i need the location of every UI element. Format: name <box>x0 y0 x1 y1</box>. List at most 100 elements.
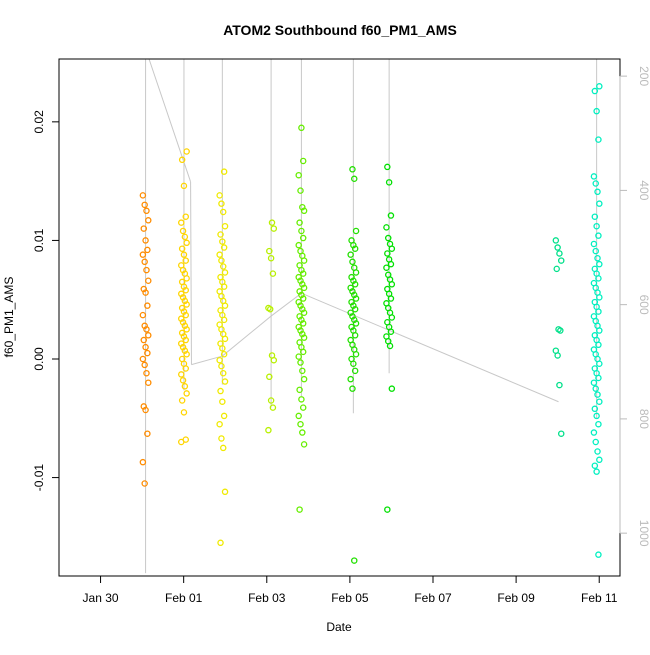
data-point <box>217 539 224 547</box>
data-point <box>595 420 602 428</box>
data-point <box>387 260 395 268</box>
data-point <box>595 308 602 315</box>
data-point <box>593 412 600 420</box>
data-point <box>554 244 561 251</box>
data-point <box>178 156 186 164</box>
data-point <box>296 219 303 226</box>
data-point <box>216 251 223 258</box>
data-point <box>143 266 150 274</box>
data-point <box>267 397 275 404</box>
data-point <box>299 270 307 277</box>
altitude-track-segment <box>191 355 223 366</box>
x-tick-label: Feb 05 <box>331 591 369 605</box>
data-point <box>266 305 274 313</box>
data-point <box>595 341 602 349</box>
y2-tick-label: 200 <box>637 66 650 86</box>
data-point <box>182 365 190 372</box>
data-point <box>295 241 302 249</box>
data-point <box>145 217 152 224</box>
data-point <box>298 227 305 235</box>
data-point <box>182 257 190 264</box>
data-point <box>592 438 599 446</box>
data-point <box>595 136 602 143</box>
data-point <box>144 302 151 309</box>
data-point <box>388 245 396 252</box>
axes: Jan 30 Feb 01 Feb 03 Feb 05 Feb 07 Feb 09 Feb … <box>32 58 650 605</box>
data-point <box>183 275 190 282</box>
data-point <box>144 349 151 357</box>
data-point <box>266 247 273 255</box>
data-point <box>350 360 357 367</box>
data-point <box>384 163 391 171</box>
data-point <box>387 328 395 335</box>
data-point <box>220 351 228 358</box>
y2-tick-label: 1000 <box>637 520 650 547</box>
data-point <box>139 355 147 363</box>
data-point <box>183 390 190 397</box>
data-point <box>596 260 603 268</box>
data-point <box>383 264 390 271</box>
data-point <box>269 404 277 411</box>
data-point <box>183 351 190 358</box>
data-point <box>216 192 223 199</box>
data-point <box>143 207 150 215</box>
data-point <box>183 148 190 155</box>
data-point <box>593 468 600 475</box>
data-point <box>216 356 223 364</box>
data-point <box>300 309 308 317</box>
data-point <box>219 208 227 216</box>
y2-tick-label: 600 <box>637 295 650 315</box>
data-point <box>592 385 599 392</box>
data-point <box>144 430 151 437</box>
data-point <box>266 373 273 381</box>
data-point <box>183 239 190 247</box>
data-point <box>179 227 187 235</box>
data-point <box>349 166 356 173</box>
data-point <box>296 506 303 513</box>
data-point <box>145 332 152 339</box>
data-point <box>139 311 147 319</box>
data-point <box>179 377 187 384</box>
data-point <box>594 254 601 262</box>
altitude-track-segment <box>301 292 559 403</box>
data-point <box>219 263 227 270</box>
data-point <box>180 409 188 416</box>
data-point <box>299 295 307 302</box>
data-point <box>384 250 391 257</box>
altitude-track-segment <box>270 292 302 317</box>
y-tick-label: 0.00 <box>32 347 46 371</box>
data-point <box>556 250 563 257</box>
data-point <box>270 225 278 232</box>
data-point <box>591 213 599 220</box>
altitude-track <box>145 58 598 574</box>
data-point <box>557 327 564 334</box>
data-point <box>596 360 603 367</box>
data-point <box>299 367 306 375</box>
data-point <box>592 180 599 187</box>
data-point <box>268 219 276 226</box>
data-point <box>142 343 149 351</box>
data-point <box>140 336 148 344</box>
data-point <box>297 359 304 366</box>
altitude-track-segment <box>222 315 272 357</box>
data-point <box>142 406 149 414</box>
data-point <box>386 342 394 350</box>
data-point <box>351 245 359 252</box>
data-point <box>349 385 356 392</box>
data-point <box>596 398 603 405</box>
data-point <box>557 257 565 264</box>
data-points <box>139 83 603 564</box>
y-axis-label: f60_PM1_AMS <box>2 277 16 358</box>
data-point <box>298 396 305 403</box>
data-point <box>219 398 226 405</box>
data-point <box>297 420 304 428</box>
data-point <box>139 458 147 466</box>
data-point <box>221 222 229 230</box>
data-point <box>178 245 186 252</box>
data-point <box>352 351 360 358</box>
data-point <box>351 305 359 313</box>
data-point <box>143 369 150 377</box>
data-point <box>300 257 308 264</box>
data-point <box>144 246 151 254</box>
data-point <box>219 238 226 245</box>
